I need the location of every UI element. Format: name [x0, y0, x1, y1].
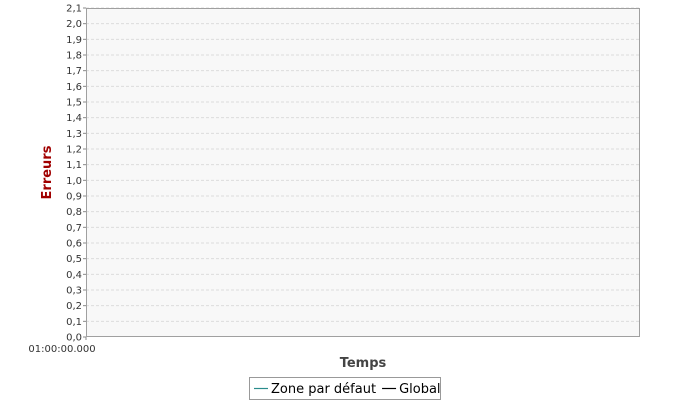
- x-axis-title: Temps: [340, 356, 387, 371]
- y-tick-label: 1,9: [66, 35, 82, 46]
- y-tick-label: 0,9: [66, 192, 82, 203]
- legend-label: Global: [399, 382, 440, 397]
- x-tick-label: 01:00:00.000: [28, 344, 95, 355]
- y-tick-label: 0,5: [66, 254, 82, 265]
- y-tick-label: 1,6: [66, 82, 82, 93]
- y-tick-label: 1,3: [66, 129, 82, 140]
- y-tick-label: 2,0: [66, 19, 82, 30]
- y-tick-label: 1,7: [66, 66, 82, 77]
- y-tick-label: 1,0: [66, 176, 82, 187]
- y-tick-label: 0,8: [66, 207, 82, 218]
- tick-labels-layer: 0,0 0,1 0,2 0,3 0,4 0,5 0,6 0,7 0,8 0,9 1,0 1,1 1,2 1…: [28, 4, 95, 356]
- y-tick-label: 1,1: [66, 160, 82, 171]
- y-axis-title: Erreurs: [40, 145, 55, 199]
- legend: Zone par défaut Global: [249, 377, 441, 400]
- y-tick-label: 0,6: [66, 239, 82, 250]
- y-tick-label: 0,3: [66, 286, 82, 297]
- plot-background: [86, 8, 640, 337]
- legend-label: Zone par défaut: [271, 382, 376, 397]
- y-tick-label: 1,8: [66, 51, 82, 62]
- y-tick-label: 0,1: [66, 317, 82, 328]
- plot-area-layer: [86, 7, 640, 337]
- plot-border: [86, 8, 640, 337]
- y-tick-label: 0,7: [66, 223, 82, 234]
- y-tick-label: 0,0: [66, 333, 82, 344]
- y-tick-label: 1,4: [66, 113, 82, 124]
- y-tick-label: 2,1: [66, 4, 82, 15]
- y-tick-label: 0,4: [66, 270, 82, 281]
- y-tick-label: 1,5: [66, 98, 82, 109]
- y-tick-label: 0,2: [66, 301, 82, 312]
- y-tick-label: 1,2: [66, 145, 82, 156]
